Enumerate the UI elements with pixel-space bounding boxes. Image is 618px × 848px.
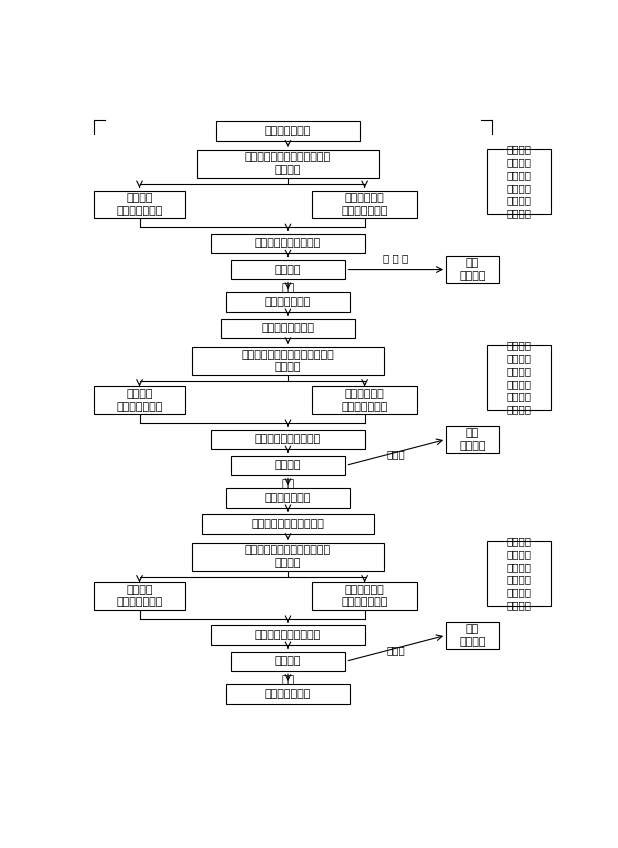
Text: 现场检查
现场监理工程师: 现场检查 现场监理工程师 — [116, 192, 163, 215]
Bar — [192, 348, 384, 375]
Bar — [211, 234, 365, 254]
Bar — [226, 684, 350, 704]
Text: 不 合 格: 不 合 格 — [383, 253, 408, 263]
Bar — [94, 191, 185, 218]
Text: 承包单位
根据设计
和规范要
求自检合
格，并报
有关资料: 承包单位 根据设计 和规范要 求自检合 格，并报 有关资料 — [507, 144, 531, 219]
Bar — [446, 256, 499, 283]
Text: 承包单位
根据设计
和规范要
求自检合
格，并报
有关资料: 承包单位 根据设计 和规范要 求自检合 格，并报 有关资料 — [507, 340, 531, 415]
Bar — [446, 622, 499, 649]
Text: 现场由样检查
专业监理工程师: 现场由样检查 专业监理工程师 — [341, 584, 388, 607]
Bar — [312, 583, 417, 610]
Bar — [487, 148, 551, 214]
Text: 返工
承包单位: 返工 承包单位 — [459, 624, 486, 647]
Bar — [197, 150, 379, 177]
Bar — [231, 651, 345, 671]
Bar — [226, 488, 350, 508]
Text: 水泥砂浆防水施工: 水泥砂浆防水施工 — [261, 323, 315, 333]
Bar — [211, 430, 365, 449]
Text: 不合格: 不合格 — [386, 644, 405, 655]
Bar — [446, 426, 499, 453]
Bar — [211, 626, 365, 645]
Bar — [216, 121, 360, 141]
Bar — [226, 293, 350, 312]
Bar — [487, 540, 551, 605]
Bar — [487, 344, 551, 410]
Bar — [312, 191, 417, 218]
Text: 返工
承包单位: 返工 承包单位 — [459, 258, 486, 281]
Text: 合格: 合格 — [281, 479, 295, 488]
Text: 填报水泥砂浆防水质量验收签证
承包单位: 填报水泥砂浆防水质量验收签证 承包单位 — [242, 349, 334, 372]
Bar — [94, 583, 185, 610]
Text: 合格: 合格 — [281, 675, 295, 684]
Text: 返工
承包单位: 返工 承包单位 — [459, 428, 486, 451]
Text: 检查结果报监理工程师: 检查结果报监理工程师 — [255, 238, 321, 248]
Text: 现场由样检查
专业监理工程师: 现场由样检查 专业监理工程师 — [341, 192, 388, 215]
Text: 不合格: 不合格 — [386, 449, 405, 459]
Bar — [192, 544, 384, 571]
Text: 检查结果: 检查结果 — [275, 265, 301, 275]
Bar — [312, 387, 417, 414]
Text: 合格: 合格 — [281, 283, 295, 293]
Text: 检查结果报监理工程师: 检查结果报监理工程师 — [255, 434, 321, 444]
Bar — [94, 387, 185, 414]
Text: 卷材防水层质量验收签字: 卷材防水层质量验收签字 — [252, 519, 324, 529]
Text: 防水混凝土施工: 防水混凝土施工 — [265, 126, 311, 137]
Bar — [221, 319, 355, 338]
Text: 填报混凝土施工质量验收签证
承包单位: 填报混凝土施工质量验收签证 承包单位 — [245, 153, 331, 176]
Text: 现场检查
现场监理工程师: 现场检查 现场监理工程师 — [116, 388, 163, 411]
Text: 检查结果: 检查结果 — [275, 460, 301, 471]
Text: 现场检查
现场监理工程师: 现场检查 现场监理工程师 — [116, 584, 163, 607]
Text: 监理工程师签字: 监理工程师签字 — [265, 297, 311, 307]
Text: 检查结果报监理工程师: 检查结果报监理工程师 — [255, 630, 321, 640]
Text: 监理工程师签字: 监理工程师签字 — [265, 689, 311, 699]
Text: 监理工程师签字: 监理工程师签字 — [265, 493, 311, 503]
Bar — [231, 455, 345, 475]
Text: 承包单位
根据设计
和规范要
求自检合
格，并报
有关资料: 承包单位 根据设计 和规范要 求自检合 格，并报 有关资料 — [507, 536, 531, 611]
Text: 现场由样检查
专业监理工程师: 现场由样检查 专业监理工程师 — [341, 388, 388, 411]
Text: 填报卷材防水层质量验收签字
承包单位: 填报卷材防水层质量验收签字 承包单位 — [245, 545, 331, 568]
Bar — [231, 259, 345, 279]
Bar — [201, 515, 375, 534]
Text: 检查结果: 检查结果 — [275, 656, 301, 667]
